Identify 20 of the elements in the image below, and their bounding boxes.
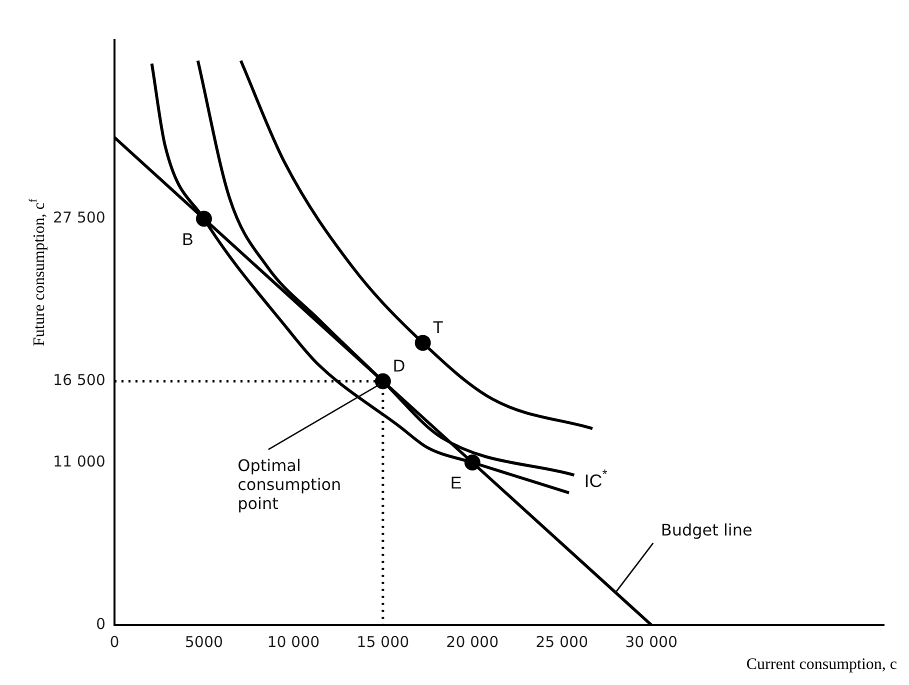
x-tick-label: 5000 — [184, 632, 224, 651]
annotation: Optimal consumption point — [238, 456, 342, 514]
y-tick-label: 0 — [96, 614, 106, 633]
x-tick-label: 10 000 — [267, 632, 320, 651]
annotation: E — [450, 474, 462, 492]
y-tick-label: 16 500 — [52, 371, 106, 390]
x-tick-label: 15 000 — [356, 632, 410, 651]
series-label: IC* — [584, 466, 608, 492]
x-tick-label: 0 — [110, 632, 120, 651]
x-tick-label: 20 000 — [446, 632, 499, 651]
x-axis-title: Current consumption, c — [746, 656, 897, 674]
y-tick-label: 27 500 — [52, 208, 106, 227]
annotation: Budget line — [660, 520, 752, 540]
x-tick-label: 30 000 — [625, 632, 678, 651]
y-axis-title: Future consumption, cf — [27, 198, 48, 346]
x-tick-label: 25 000 — [536, 632, 588, 651]
annotation: D — [392, 356, 406, 376]
annotation: B — [182, 230, 194, 249]
y-tick-label: 11 000 — [52, 452, 106, 470]
annotation: T — [432, 318, 444, 337]
